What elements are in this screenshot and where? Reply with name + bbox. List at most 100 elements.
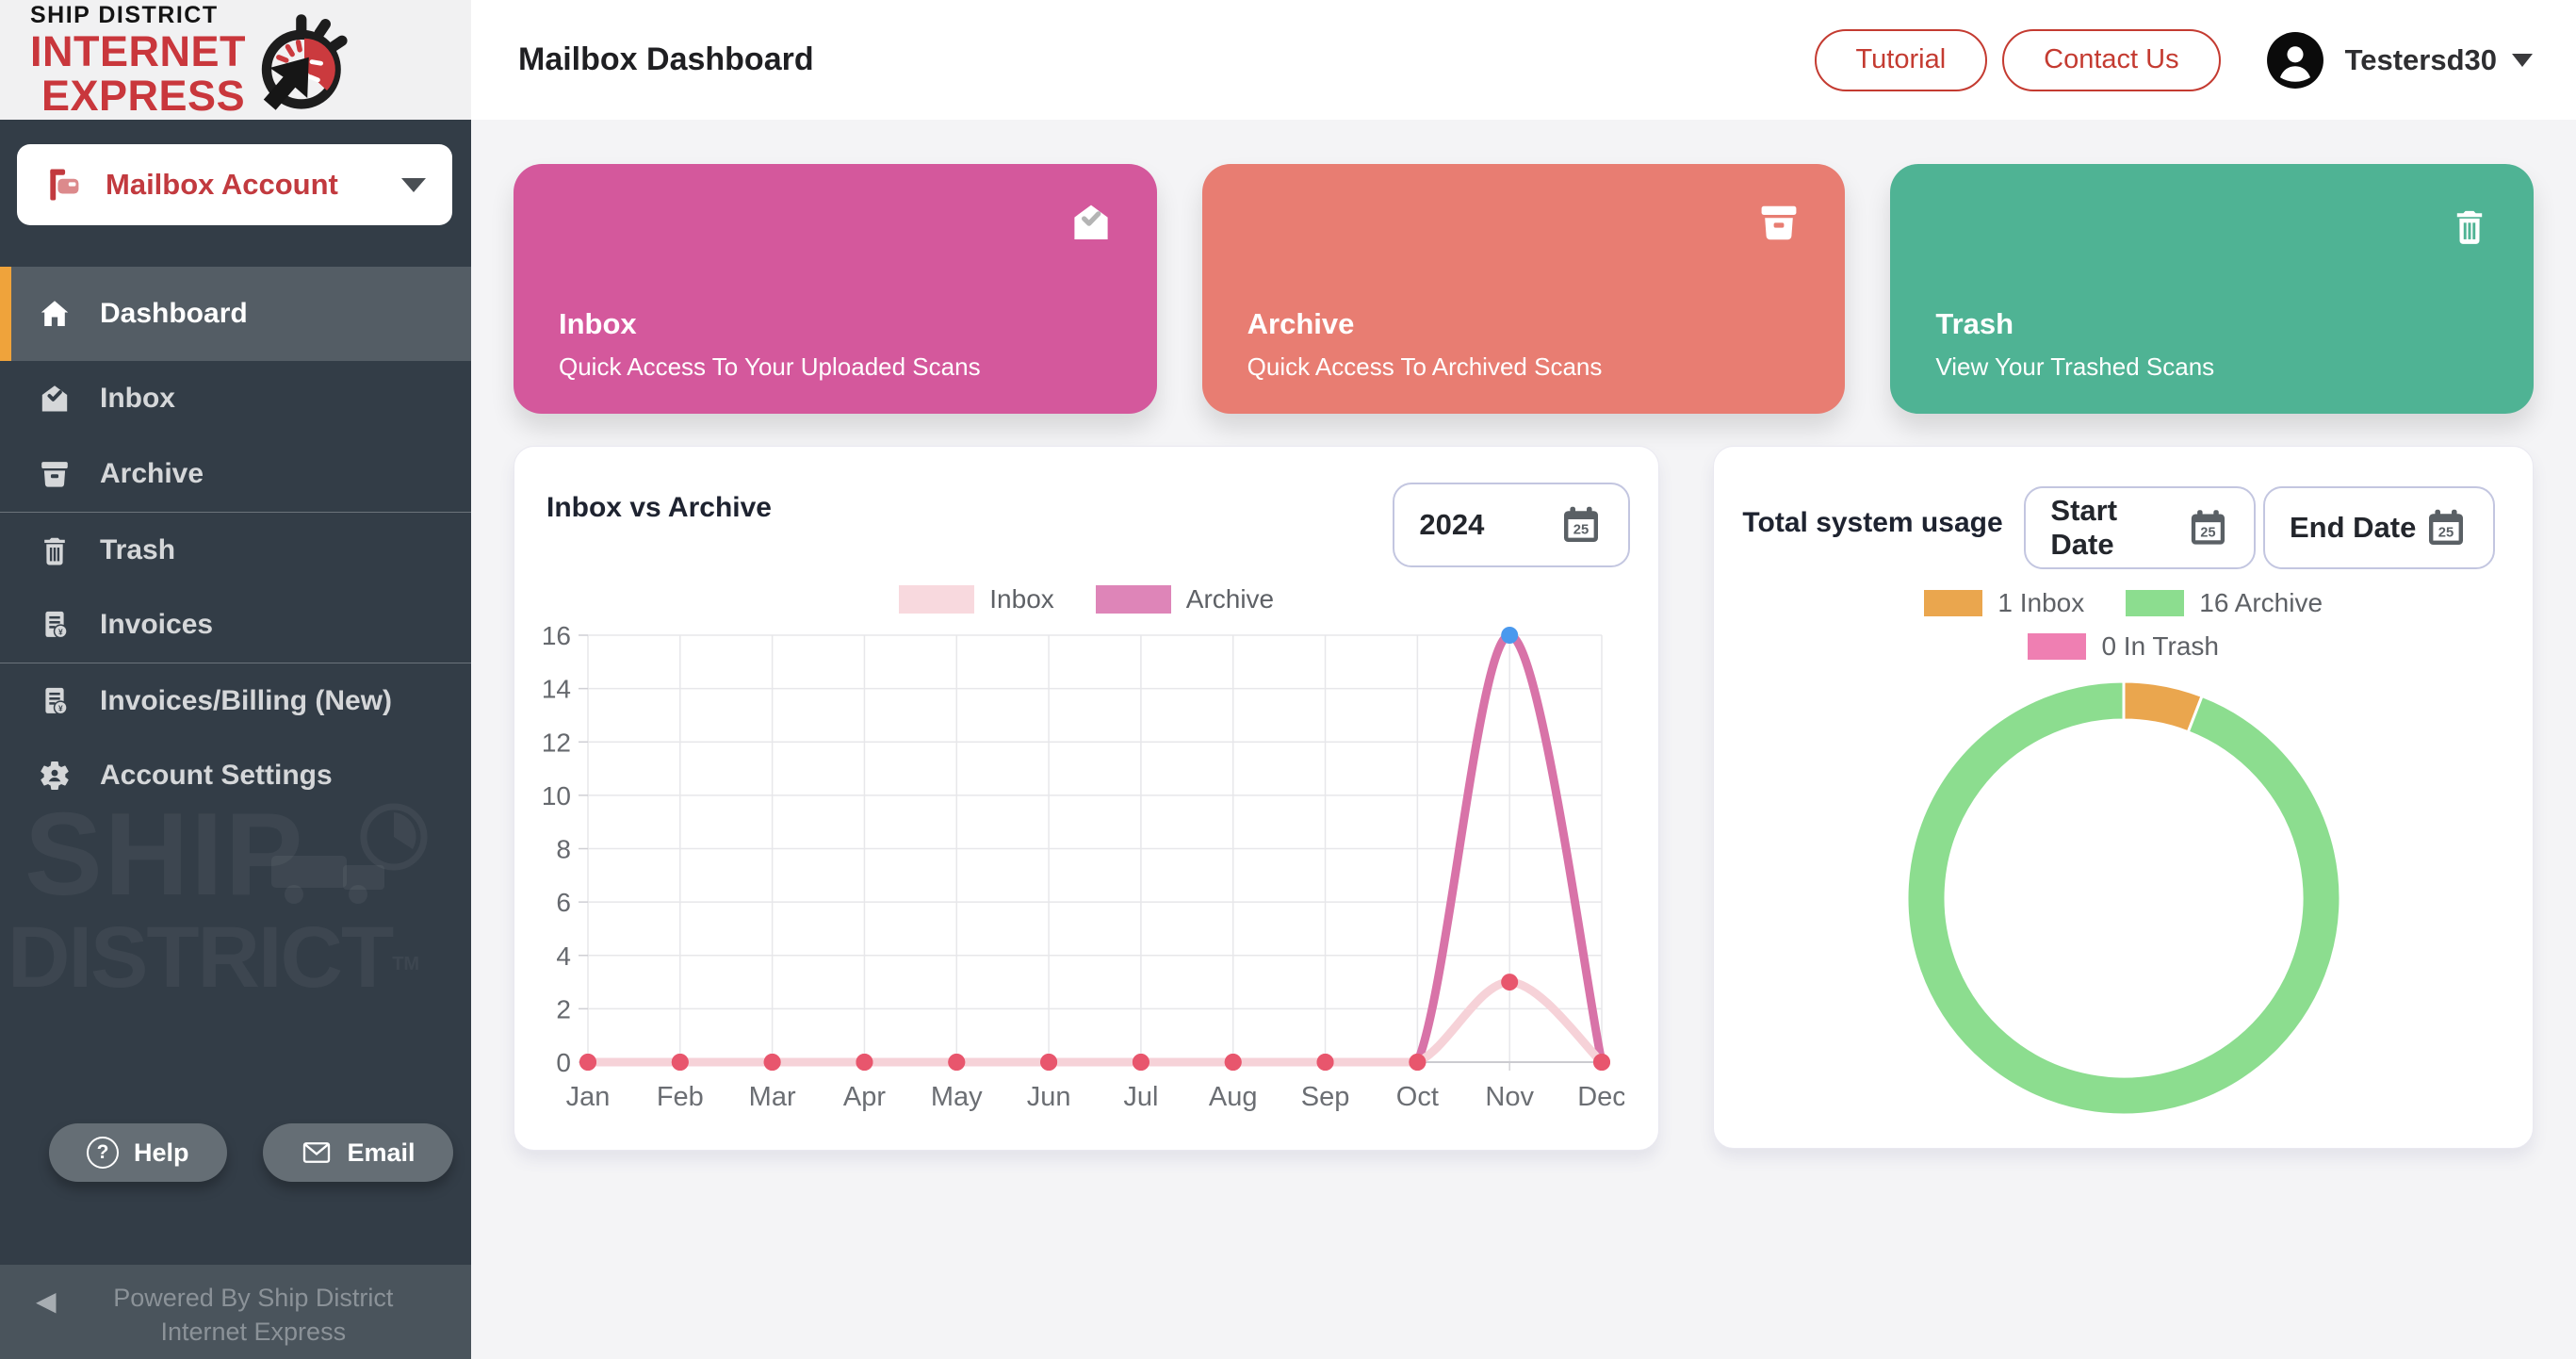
svg-text:Jan: Jan — [566, 1082, 611, 1112]
sidebar-item-trash[interactable]: Trash — [0, 512, 471, 587]
inbox-card[interactable]: Inbox Quick Access To Your Uploaded Scan… — [514, 164, 1157, 414]
sidebar-actions: ? Help Email — [49, 1123, 453, 1182]
page-title: Mailbox Dashboard — [518, 41, 814, 77]
contact-us-button[interactable]: Contact Us — [2002, 28, 2221, 91]
sidebar-footer: ◀ Powered By Ship District Internet Expr… — [0, 1265, 471, 1359]
year-value: 2024 — [1419, 508, 1485, 541]
donut-chart-title: Total system usage — [1742, 507, 2003, 538]
brand-name-line1: INTERNET — [30, 26, 246, 75]
sidebar-nav: Dashboard Inbox Archive — [0, 267, 471, 813]
tutorial-button[interactable]: Tutorial — [1814, 28, 1988, 91]
svg-text:10: 10 — [542, 781, 571, 810]
svg-text:Feb: Feb — [657, 1082, 704, 1112]
sidebar-item-invoices[interactable]: ¥ Invoices — [0, 587, 471, 663]
svg-text:14: 14 — [542, 675, 571, 704]
line-chart-title: Inbox vs Archive — [546, 492, 772, 523]
mailbox-account-label: Mailbox Account — [106, 168, 338, 201]
svg-text:¥: ¥ — [58, 703, 63, 712]
svg-text:2: 2 — [556, 994, 571, 1023]
mailbox-icon — [50, 169, 79, 201]
topbar: Mailbox Dashboard Tutorial Contact Us Te… — [471, 0, 2576, 120]
svg-text:6: 6 — [556, 888, 571, 917]
inbox-check-icon — [41, 385, 68, 412]
mailbox-account-selector[interactable]: Mailbox Account — [17, 144, 452, 225]
main-content: Inbox Quick Access To Your Uploaded Scan… — [471, 120, 2576, 1359]
trash-slice-swatch — [2028, 633, 2087, 660]
svg-text:Aug: Aug — [1209, 1082, 1258, 1112]
card-subtitle: Quick Access To Archived Scans — [1247, 352, 1603, 381]
invoice-icon: ¥ — [45, 611, 68, 639]
charts-row: Inbox vs Archive 2024 25 Inbox — [514, 446, 2534, 1151]
usage-donut-chart[interactable] — [1902, 677, 2345, 1120]
home-icon — [41, 301, 69, 327]
svg-text:Nov: Nov — [1485, 1082, 1534, 1112]
legend-item-inbox: Inbox — [899, 584, 1054, 614]
svg-text:Mar: Mar — [749, 1082, 796, 1112]
archive-series-label: Archive — [1185, 584, 1275, 614]
nav-label: Trash — [100, 533, 176, 565]
caret-down-icon — [401, 177, 426, 192]
nav-label: Archive — [100, 458, 204, 489]
trash-card[interactable]: Trash View Your Trashed Scans — [1890, 164, 2535, 414]
total-usage-panel: Total system usage Start Date 25 End Dat… — [1713, 446, 2534, 1149]
stopwatch-cursor-logo-icon — [261, 13, 348, 110]
email-button-label: Email — [347, 1138, 416, 1167]
start-date-picker[interactable]: Start Date 25 — [2024, 486, 2257, 569]
inbox-vs-archive-chart[interactable]: 0 2 4 6 8 10 12 14 16 Jan Feb Mar Apr May Jun Jul Aug Sep… — [531, 621, 1626, 1117]
svg-text:Jul: Jul — [1123, 1082, 1158, 1112]
trash-icon — [2456, 210, 2483, 244]
inbox-check-icon — [1074, 205, 1108, 239]
card-subtitle: View Your Trashed Scans — [1935, 352, 2215, 381]
sidebar-watermark: SHIP DISTRICTTM — [0, 790, 471, 1007]
archive-series-swatch — [1095, 585, 1171, 614]
legend-item-inbox-count: 1 Inbox — [1924, 588, 2084, 618]
calendar-icon: 25 — [2191, 510, 2225, 545]
nav-label: Invoices — [100, 609, 214, 640]
inbox-slice-swatch — [1924, 590, 1983, 616]
nav-label: Inbox — [100, 383, 175, 414]
svg-text:12: 12 — [542, 728, 571, 757]
svg-text:8: 8 — [556, 835, 571, 864]
legend-item-archive-count: 16 Archive — [2126, 588, 2323, 618]
watermark-district-text: DISTRICTTM — [0, 909, 471, 1007]
card-title: Trash — [1935, 307, 2014, 340]
card-text: Trash View Your Trashed Scans — [1935, 307, 2214, 382]
donut-legend-row-2: 0 In Trash — [1714, 631, 2533, 662]
legend-item-trash-count: 0 In Trash — [2028, 631, 2219, 662]
brand-name-small: SHIP DISTRICT — [30, 1, 219, 28]
invoice-icon: ¥ — [45, 687, 68, 714]
help-button-label: Help — [134, 1138, 189, 1167]
year-picker[interactable]: 2024 25 — [1393, 483, 1631, 567]
nav-label: Account Settings — [100, 760, 333, 791]
watermark-ship-text: SHIP — [24, 790, 305, 920]
account-settings-gear-icon — [41, 761, 69, 791]
card-title: Inbox — [559, 307, 637, 340]
end-date-label: End Date — [2290, 511, 2417, 544]
topbar-actions: Tutorial Contact Us Testersd30 — [1814, 28, 2533, 91]
svg-text:Jun: Jun — [1027, 1082, 1071, 1112]
svg-text:4: 4 — [556, 941, 571, 971]
user-menu[interactable]: Testersd30 — [2266, 31, 2533, 90]
sidebar-item-invoices-billing-new[interactable]: ¥ Invoices/Billing (New) — [0, 663, 471, 738]
archive-card[interactable]: Archive Quick Access To Archived Scans — [1201, 164, 1846, 414]
sidebar-item-archive[interactable]: Archive — [0, 436, 471, 512]
inbox-slice-label: 1 Inbox — [1997, 588, 2085, 617]
sidebar-item-inbox[interactable]: Inbox — [0, 361, 471, 436]
email-button[interactable]: Email — [262, 1123, 453, 1182]
collapse-sidebar-icon[interactable]: ◀ — [36, 1286, 57, 1316]
nav-label: Dashboard — [100, 298, 248, 329]
email-icon — [302, 1142, 330, 1163]
svg-text:16: 16 — [542, 622, 571, 650]
svg-text:25: 25 — [1573, 523, 1589, 538]
end-date-picker[interactable]: End Date 25 — [2263, 486, 2495, 569]
start-date-label: Start Date — [2050, 494, 2118, 561]
sidebar-item-account-settings[interactable]: Account Settings — [0, 738, 471, 813]
card-title: Archive — [1247, 307, 1355, 340]
svg-text:0: 0 — [556, 1048, 571, 1077]
sidebar: SHIP DISTRICT INTERNET EXPRESS — [0, 0, 471, 1359]
brand-logo: SHIP DISTRICT INTERNET EXPRESS — [0, 0, 471, 120]
help-button[interactable]: ? Help — [49, 1123, 227, 1182]
sidebar-item-dashboard[interactable]: Dashboard — [0, 267, 471, 361]
inbox-series-swatch — [899, 585, 975, 614]
powered-by-text: Powered By Ship District Internet Expres… — [113, 1284, 394, 1346]
